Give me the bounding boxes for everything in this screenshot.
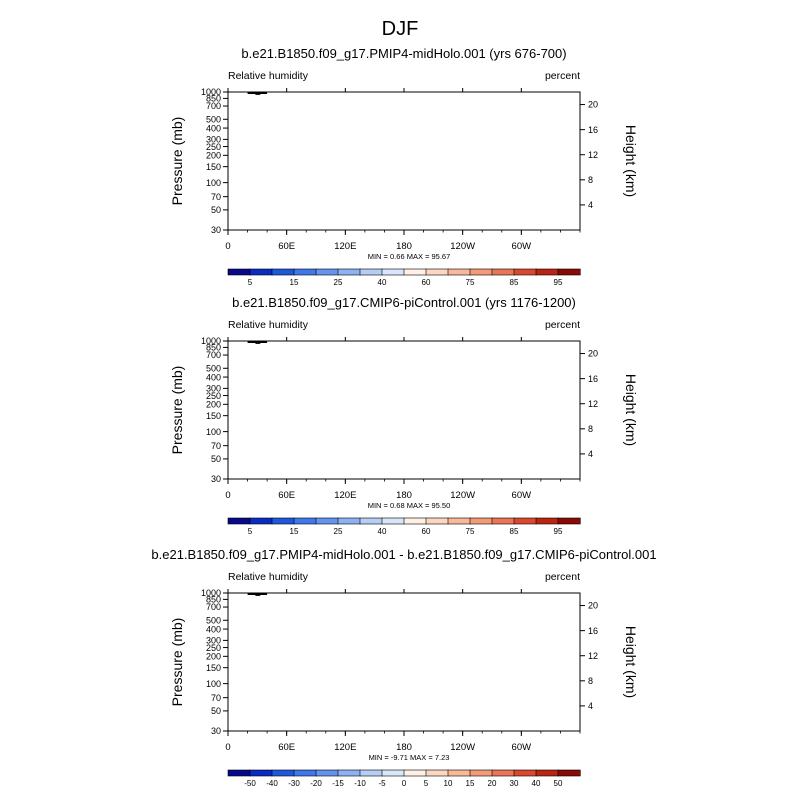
y-tick-label: 100: [206, 178, 221, 188]
colorbar-box: [403, 268, 427, 276]
colorbar-box: [425, 268, 449, 276]
colorbar-box: [557, 268, 581, 276]
y2-tick-label: 20: [588, 100, 598, 110]
y2-tick-label: 4: [588, 200, 593, 210]
left-string: Relative humidity: [228, 319, 309, 331]
colorbar-box: [359, 268, 383, 276]
left-string: Relative humidity: [228, 70, 309, 82]
y-tick-label: 850: [206, 94, 221, 104]
y2-tick-label: 16: [588, 125, 598, 135]
x-tick-label: 120W: [450, 241, 475, 252]
right-string: percent: [545, 319, 580, 331]
y-tick-label: 250: [206, 142, 221, 152]
y-tick-label: 400: [206, 123, 221, 133]
y-tick-label: 1000: [201, 87, 221, 97]
colorbar-label: 60: [422, 278, 431, 287]
colorbar-label: 15: [290, 278, 299, 287]
colorbar-label: 5: [248, 278, 253, 287]
colorbar-label: 95: [554, 278, 563, 287]
y-tick-label: 50: [211, 205, 221, 215]
panel-2: b.e21.B1850.f09_g17.CMIP6-piControl.001 …: [169, 295, 639, 536]
colorbar-box: [381, 268, 405, 276]
x-tick-label: 60W: [512, 241, 532, 252]
y-tick-label: 150: [206, 162, 221, 172]
y-tick-label: 700: [206, 101, 221, 111]
panel-1: b.e21.B1850.f09_g17.PMIP4-midHolo.001 (y…: [169, 46, 639, 287]
min-max-stats: MIN = 0.66 MAX = 95.67: [368, 252, 451, 261]
colorbar-label: 85: [510, 278, 519, 287]
x-tick-label: 0: [225, 241, 230, 252]
x-tick-label: 180: [396, 241, 412, 252]
y-tick-label: 500: [206, 114, 221, 124]
colorbar-label: 25: [334, 278, 343, 287]
colorbar-box: [227, 268, 251, 276]
colorbar: 5 15 25 40 60 75 85 95: [227, 268, 581, 287]
colorbar-box: [315, 268, 339, 276]
panel-title: b.e21.B1850.f09_g17.PMIP4-midHolo.001 (y…: [241, 46, 566, 61]
right-string: percent: [545, 70, 580, 82]
figure-title: DJF: [382, 18, 419, 40]
colorbar-label: 40: [378, 278, 387, 287]
y2-tick-label: 12: [588, 150, 598, 160]
x-tick-label: 60E: [278, 241, 295, 252]
x-axis: 0 60E 120E 180 120W 60W: [225, 88, 581, 252]
colorbar-box: [271, 268, 295, 276]
colorbar-label: 75: [466, 278, 475, 287]
y-tick-label: 30: [211, 225, 221, 235]
colorbar-box: [535, 268, 559, 276]
colorbar-box: [249, 268, 273, 276]
colorbar-box: [491, 268, 515, 276]
terrain-mask: [247, 92, 268, 95]
y-tick-label: 200: [206, 151, 221, 161]
colorbar-box: [293, 268, 317, 276]
y2-axis-title: Height (km): [623, 125, 639, 197]
plot-frame: [227, 91, 581, 231]
colorbar-box: [513, 268, 537, 276]
y2-axis: 20 16 12 8 4: [580, 100, 598, 210]
y-tick-label: 300: [206, 135, 221, 145]
y2-tick-label: 8: [588, 175, 593, 185]
y-axis-title: Pressure (mb): [169, 117, 185, 206]
colorbar-box: [337, 268, 361, 276]
panel-title: b.e21.B1850.f09_g17.CMIP6-piControl.001 …: [232, 295, 576, 310]
y-tick-label: 70: [211, 192, 221, 202]
x-tick-label: 120E: [334, 241, 356, 252]
colorbar-box: [447, 268, 471, 276]
panels: b.e21.B1850.f09_g17.PMIP4-midHolo.001 (y…: [151, 46, 656, 788]
colorbar-box: [469, 268, 493, 276]
